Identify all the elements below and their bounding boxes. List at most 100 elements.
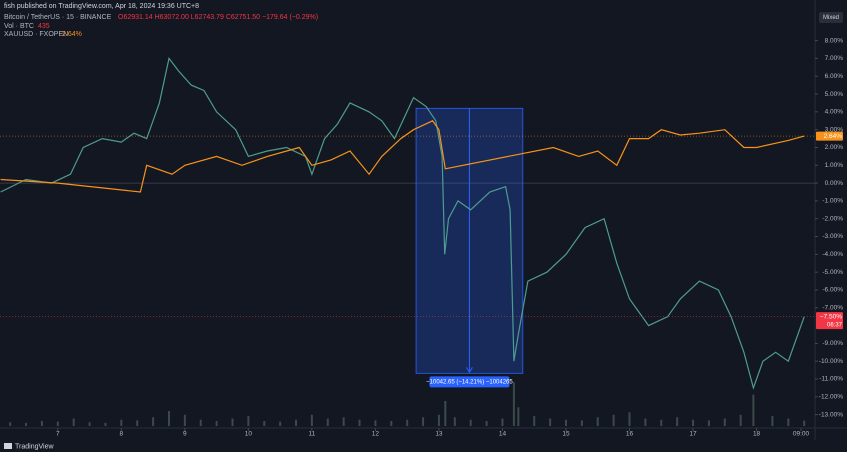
volume-bar [612,414,615,426]
y-tick-label: 5.00% [825,91,844,98]
y-tick-label: 4.00% [825,109,844,116]
volume-bar [310,414,313,426]
last-value-box [816,312,843,330]
measure-arrowhead [466,367,473,374]
series-line [0,120,805,193]
legend-vol: Vol · BTC [4,23,34,30]
y-tick-label: -11.00% [819,376,843,383]
y-tick-label: -4.00% [822,251,843,258]
y-tick-label: -13.00% [819,411,843,418]
volume-bar [660,419,663,426]
y-tick-label: -10.00% [819,358,843,365]
volume-bar [374,420,377,426]
volume-bar [723,418,726,426]
x-tick-label: 18 [753,431,761,438]
volume-bar [692,419,695,426]
volume-bar [596,417,599,426]
last-value-box [816,131,843,141]
brand: TradingView [15,443,54,450]
x-tick-label: 8 [120,431,124,438]
last-value-sub: 06:37 [827,322,843,328]
volume-bar [152,417,155,426]
y-tick-label: -7.00% [822,304,843,311]
x-tick-label: 9 [183,431,187,438]
volume-bar [580,420,583,426]
y-tick-label: -2.00% [822,215,843,222]
legend-ohlc: O62931.14 H63072.00 L62743.79 C62751.50 … [118,14,318,21]
volume-bar [263,421,266,426]
y-tick-label: -6.00% [822,287,843,294]
measure-label: −10042.65 (−14.21%) −1004265 [426,379,513,385]
y-tick-label: -5.00% [822,269,843,276]
y-tick-label: 8.00% [825,37,844,44]
x-tick-label: 12 [372,431,380,438]
volume-bar [453,417,456,426]
volume-bar [485,421,488,426]
y-tick-label: 6.00% [825,73,844,80]
y-tick-label: -1.00% [822,198,843,205]
legend-gold-value: 2.64% [62,31,82,38]
header: fish published on TradingView.com, Apr 1… [4,3,199,10]
volume-bar [512,382,515,426]
x-tick-label: 17 [689,431,697,438]
volume-bar [295,419,298,426]
volume-bar [752,394,755,426]
volume-bar [803,420,806,426]
volume-bar [739,414,742,426]
volume-bar [549,418,552,426]
volume-bar [183,414,186,426]
y-tick-label: 0.00% [825,180,844,187]
volume-bar [771,416,774,426]
x-tick-label: 11 [309,431,316,438]
volume-bar [342,417,345,426]
y-tick-label: 1.00% [825,162,844,169]
last-value-label: −7.50% [820,313,842,320]
scale-mode[interactable]: Mixed [823,15,839,21]
volume-bar [517,407,520,426]
volume-bar [120,419,123,426]
volume-bar [88,422,91,426]
volume-bar [247,416,250,426]
volume-bar [787,418,790,426]
volume-bar [326,418,329,426]
legend-gold: XAUUSD · FXOPEN [4,31,68,38]
volume-bar [104,422,107,426]
last-value-label: 2.64% [824,133,843,140]
volume-bar [40,421,43,426]
volume-bar [231,418,234,426]
measure-label-box [429,376,510,388]
scale-mode-box[interactable] [819,12,843,23]
volume-bar [469,419,472,426]
volume-bar [25,422,28,426]
x-tick-label: 7 [56,431,60,438]
volume-bar [444,401,447,426]
volume-bar [707,420,710,426]
volume-bar [501,418,504,426]
y-tick-label: -9.00% [822,340,843,347]
x-tick-label: 16 [626,431,634,438]
volume-bar [199,419,202,426]
volume-bar [136,420,139,426]
x-tick-label: 09:00 [793,431,810,438]
volume-bar [9,422,12,426]
volume-bar [358,419,361,426]
volume-bar [564,419,567,426]
volume-bar [56,421,59,426]
volume-bar [406,419,409,426]
legend-symbol: Bitcoin / TetherUS · 15 · BINANCE [4,14,112,21]
y-tick-label: -3.00% [822,233,843,240]
x-tick-label: 14 [499,431,507,438]
volume-bar [644,418,647,426]
y-tick-label: 7.00% [825,55,844,62]
volume-bar [437,414,440,426]
volume-bar [628,412,631,426]
volume-bar [390,421,393,426]
volume-bar [676,417,679,426]
x-tick-label: 13 [435,431,443,438]
volume-bar [533,416,536,426]
x-tick-label: 15 [562,431,570,438]
volume-bar [215,421,218,426]
volume-bar [279,421,282,426]
